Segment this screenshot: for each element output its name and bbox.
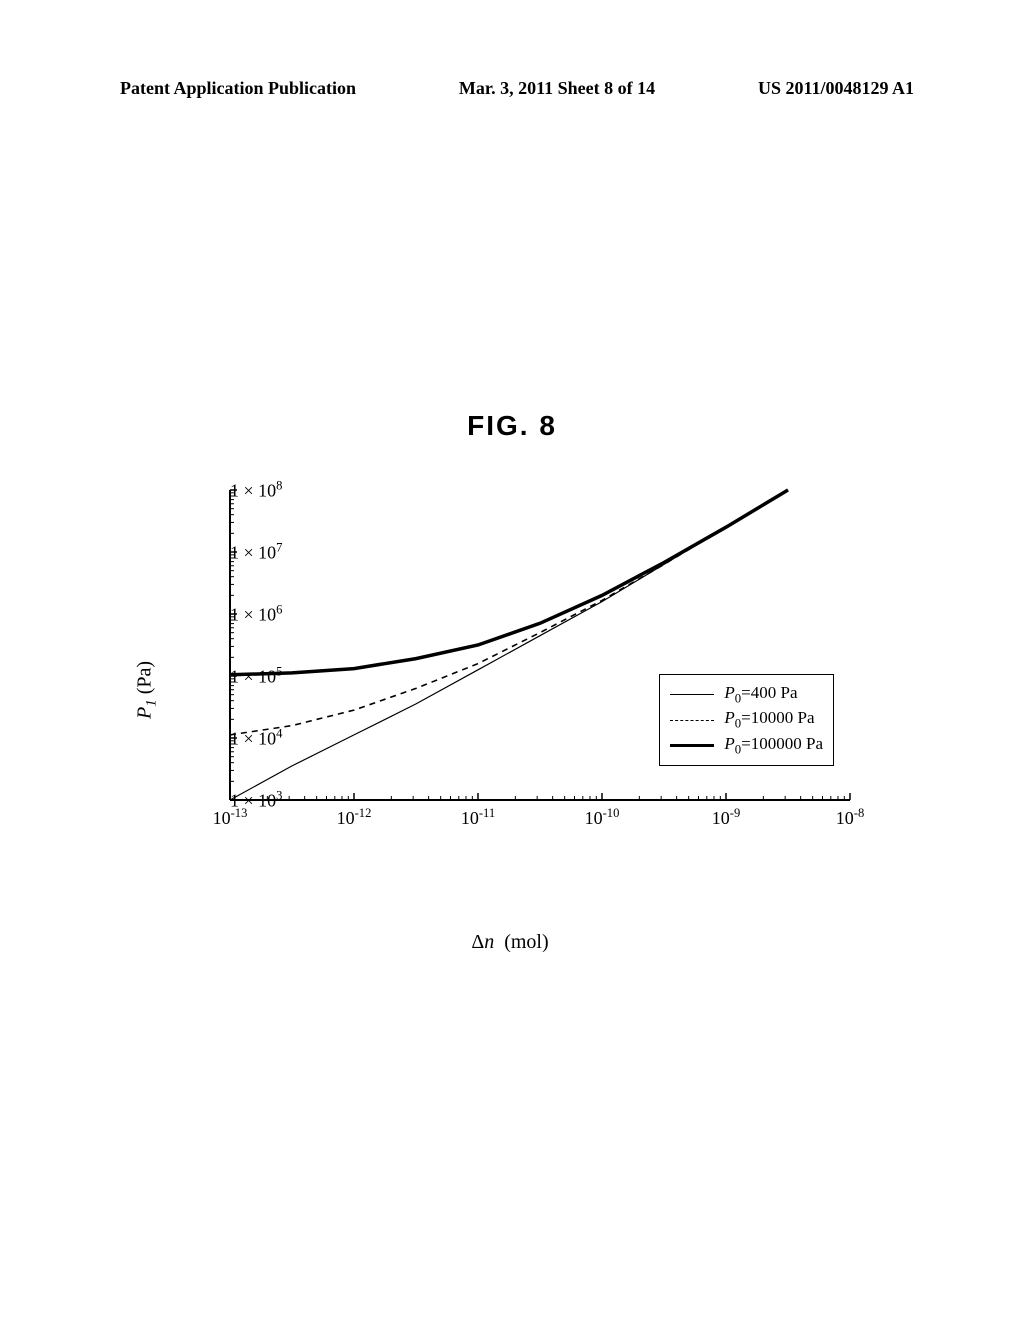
legend-line-icon — [670, 720, 714, 721]
legend: P0=400 PaP0=10000 Pa P0=100000 Pa — [659, 674, 834, 766]
legend-line-icon — [670, 694, 714, 695]
header-center: Mar. 3, 2011 Sheet 8 of 14 — [459, 78, 655, 99]
x-tick-label: 10-12 — [337, 806, 372, 829]
x-tick-label: 10-13 — [213, 806, 248, 829]
x-tick-label: 10-11 — [461, 806, 495, 829]
legend-row: P0=100000 Pa — [670, 734, 823, 757]
x-axis-label: Δn (mol) — [471, 931, 548, 954]
y-label-unit: (Pa) — [134, 661, 156, 694]
figure-title: FIG. 8 — [0, 410, 1024, 442]
x-tick-label: 10-8 — [836, 806, 865, 829]
legend-row: P0=10000 Pa — [670, 708, 823, 731]
x-tick-label: 10-9 — [712, 806, 741, 829]
header-left: Patent Application Publication — [120, 78, 356, 99]
chart: P1 (Pa) Δn (mol) 1 × 1031 × 1041 × 1051 … — [170, 490, 850, 890]
x-tick-label: 10-10 — [585, 806, 620, 829]
y-label-var: P — [134, 707, 156, 719]
legend-line-icon — [670, 744, 714, 747]
x-label-var: n — [484, 931, 494, 953]
x-label-unit: (mol) — [504, 931, 548, 953]
page-header: Patent Application Publication Mar. 3, 2… — [0, 78, 1024, 99]
legend-label: P0=400 Pa — [724, 683, 797, 706]
y-label-sub: 1 — [144, 699, 160, 707]
header-right: US 2011/0048129 A1 — [758, 78, 914, 99]
legend-row: P0=400 Pa — [670, 683, 823, 706]
legend-label: P0=100000 Pa — [724, 734, 823, 757]
y-axis-label: P1 (Pa) — [134, 661, 161, 719]
legend-label: P0=10000 Pa — [724, 708, 814, 731]
x-label-prefix: Δ — [471, 931, 484, 953]
